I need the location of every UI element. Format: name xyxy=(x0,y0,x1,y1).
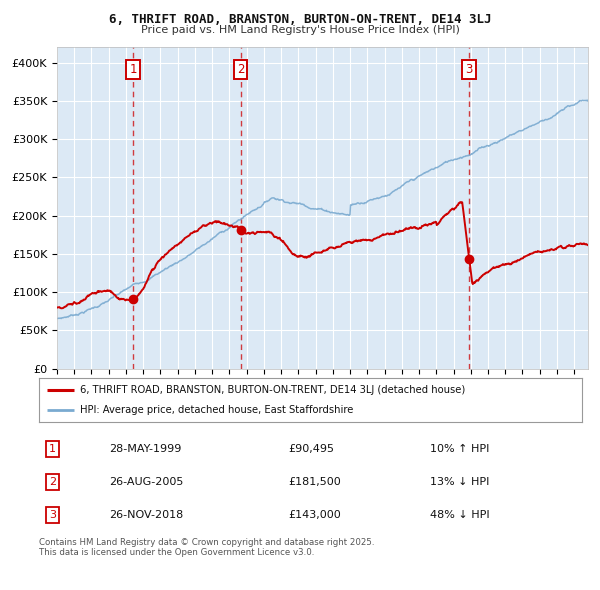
Text: 1: 1 xyxy=(49,444,56,454)
Text: Contains HM Land Registry data © Crown copyright and database right 2025.
This d: Contains HM Land Registry data © Crown c… xyxy=(39,538,374,558)
Text: 13% ↓ HPI: 13% ↓ HPI xyxy=(430,477,490,487)
Text: 28-MAY-1999: 28-MAY-1999 xyxy=(110,444,182,454)
Text: 6, THRIFT ROAD, BRANSTON, BURTON-ON-TRENT, DE14 3LJ (detached house): 6, THRIFT ROAD, BRANSTON, BURTON-ON-TREN… xyxy=(80,385,465,395)
Text: 26-NOV-2018: 26-NOV-2018 xyxy=(110,510,184,520)
Text: £90,495: £90,495 xyxy=(289,444,335,454)
Text: 26-AUG-2005: 26-AUG-2005 xyxy=(110,477,184,487)
Text: £181,500: £181,500 xyxy=(289,477,341,487)
Text: 10% ↑ HPI: 10% ↑ HPI xyxy=(430,444,490,454)
Text: 48% ↓ HPI: 48% ↓ HPI xyxy=(430,510,490,520)
Text: 3: 3 xyxy=(466,63,473,76)
Text: 2: 2 xyxy=(237,63,244,76)
Text: HPI: Average price, detached house, East Staffordshire: HPI: Average price, detached house, East… xyxy=(80,405,353,415)
Text: Price paid vs. HM Land Registry's House Price Index (HPI): Price paid vs. HM Land Registry's House … xyxy=(140,25,460,35)
Text: 1: 1 xyxy=(129,63,137,76)
Text: 2: 2 xyxy=(49,477,56,487)
Text: 6, THRIFT ROAD, BRANSTON, BURTON-ON-TRENT, DE14 3LJ: 6, THRIFT ROAD, BRANSTON, BURTON-ON-TREN… xyxy=(109,13,491,26)
Text: 3: 3 xyxy=(49,510,56,520)
Text: £143,000: £143,000 xyxy=(289,510,341,520)
